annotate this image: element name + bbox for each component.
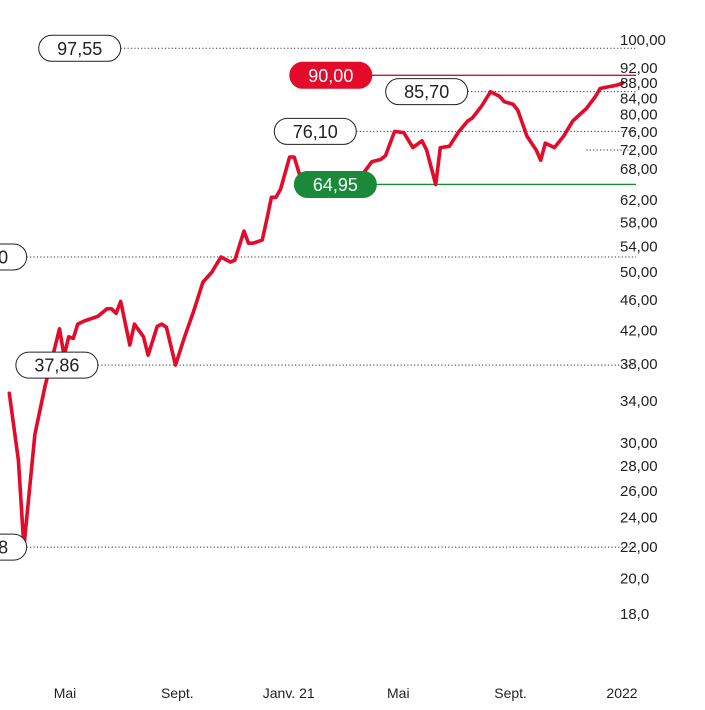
- y-tick-label: 38,00: [620, 356, 658, 373]
- y-tick-label: 28,00: [620, 458, 658, 475]
- y-tick-label: 50,00: [620, 264, 658, 281]
- y-tick-label: 26,00: [620, 483, 658, 500]
- y-tick-label: 62,00: [620, 192, 658, 209]
- annotation-value: 76,10: [293, 122, 338, 142]
- x-tick-label: Mai: [387, 685, 410, 701]
- x-tick-label: Sept.: [161, 685, 194, 701]
- annotation-value: 90,00: [308, 66, 353, 86]
- annotation-pill: [38, 34, 122, 62]
- y-tick-label: 24,00: [620, 510, 658, 527]
- y-tick-label: 20,0: [620, 571, 649, 588]
- y-tick-label: 76,00: [620, 124, 658, 141]
- y-axis: 18,0 20,0 22,00 24,00 26,00 28,00 30,00 34,00 38…: [620, 32, 666, 623]
- y-tick-label: 22,00: [620, 539, 658, 556]
- price-line: [7, 81, 625, 549]
- annotation-pill: [289, 61, 373, 89]
- annotation-value: 64,95: [313, 175, 358, 195]
- y-tick-label: 80,00: [620, 107, 658, 124]
- annotation-labels: 97,55 90,00 85,70 76,10 64,95 52,30 37,86 21,98: [0, 34, 469, 561]
- annotation-value: 52,30: [0, 247, 8, 267]
- x-tick-label: 2022: [606, 685, 637, 701]
- x-tick-label: Mai: [54, 685, 77, 701]
- annotation-lines: [26, 47, 636, 548]
- annotation-value: 97,55: [57, 39, 102, 59]
- y-tick-label: 42,00: [620, 322, 658, 339]
- annotation-value: 37,86: [34, 356, 79, 376]
- y-tick-label: 30,00: [620, 435, 658, 452]
- y-tick-label: 54,00: [620, 238, 658, 255]
- annotation-value: 21,98: [0, 538, 8, 558]
- y-tick-label: 18,0: [620, 606, 649, 623]
- y-tick-label: 72,00: [620, 142, 658, 159]
- x-tick-label: Sept.: [494, 685, 527, 701]
- x-axis: Mai Sept. Janv. 21 Mai Sept. 2022: [54, 685, 638, 701]
- annotation-pill: [293, 170, 377, 198]
- annotation-pill: [15, 351, 99, 379]
- y-tick-label: 34,00: [620, 393, 658, 410]
- x-tick-label: Janv. 21: [263, 685, 315, 701]
- annotation-pill: [0, 243, 28, 271]
- annotation-value: 85,70: [404, 82, 449, 102]
- annotation-pill: [0, 533, 28, 561]
- y-tick-label: 58,00: [620, 214, 658, 231]
- y-tick-label: 84,00: [620, 90, 658, 107]
- y-tick-label: 68,00: [620, 161, 658, 178]
- annotation-pill: [385, 78, 469, 106]
- y-tick-label: 92,00: [620, 60, 658, 77]
- y-tick-label: 100,00: [620, 32, 666, 49]
- annotation-pill: [273, 117, 357, 145]
- y-tick-label: 46,00: [620, 292, 658, 309]
- y-tick-label: 88,00: [620, 75, 658, 92]
- series-layer: [7, 81, 625, 549]
